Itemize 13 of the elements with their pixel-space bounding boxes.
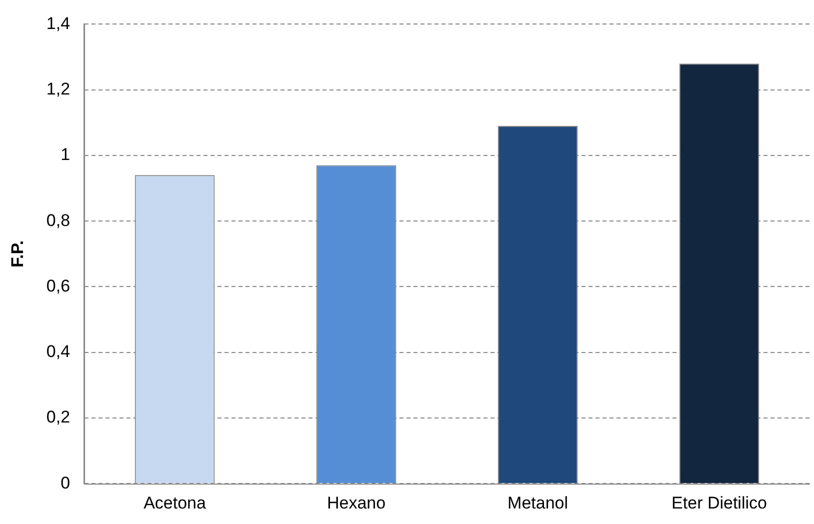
y-tick-label: 0,6 xyxy=(46,276,70,296)
x-tick-label: Hexano xyxy=(326,493,386,512)
y-tick-label: 1,4 xyxy=(46,14,70,33)
y-tick-label: 0 xyxy=(60,473,70,492)
y-axis-title: F.P. xyxy=(8,240,27,268)
x-tick-label: Metanol xyxy=(508,493,568,512)
y-tick-label: 0,8 xyxy=(46,210,70,230)
x-tick-label: Acetona xyxy=(144,493,207,512)
y-tick-label: 0,2 xyxy=(46,408,70,427)
x-tick-label: Eter Dietilico xyxy=(672,493,767,512)
y-tick-label: 0,4 xyxy=(46,342,70,362)
y-tick-label: 1 xyxy=(60,145,70,164)
y-tick-label: 1,2 xyxy=(46,80,70,99)
